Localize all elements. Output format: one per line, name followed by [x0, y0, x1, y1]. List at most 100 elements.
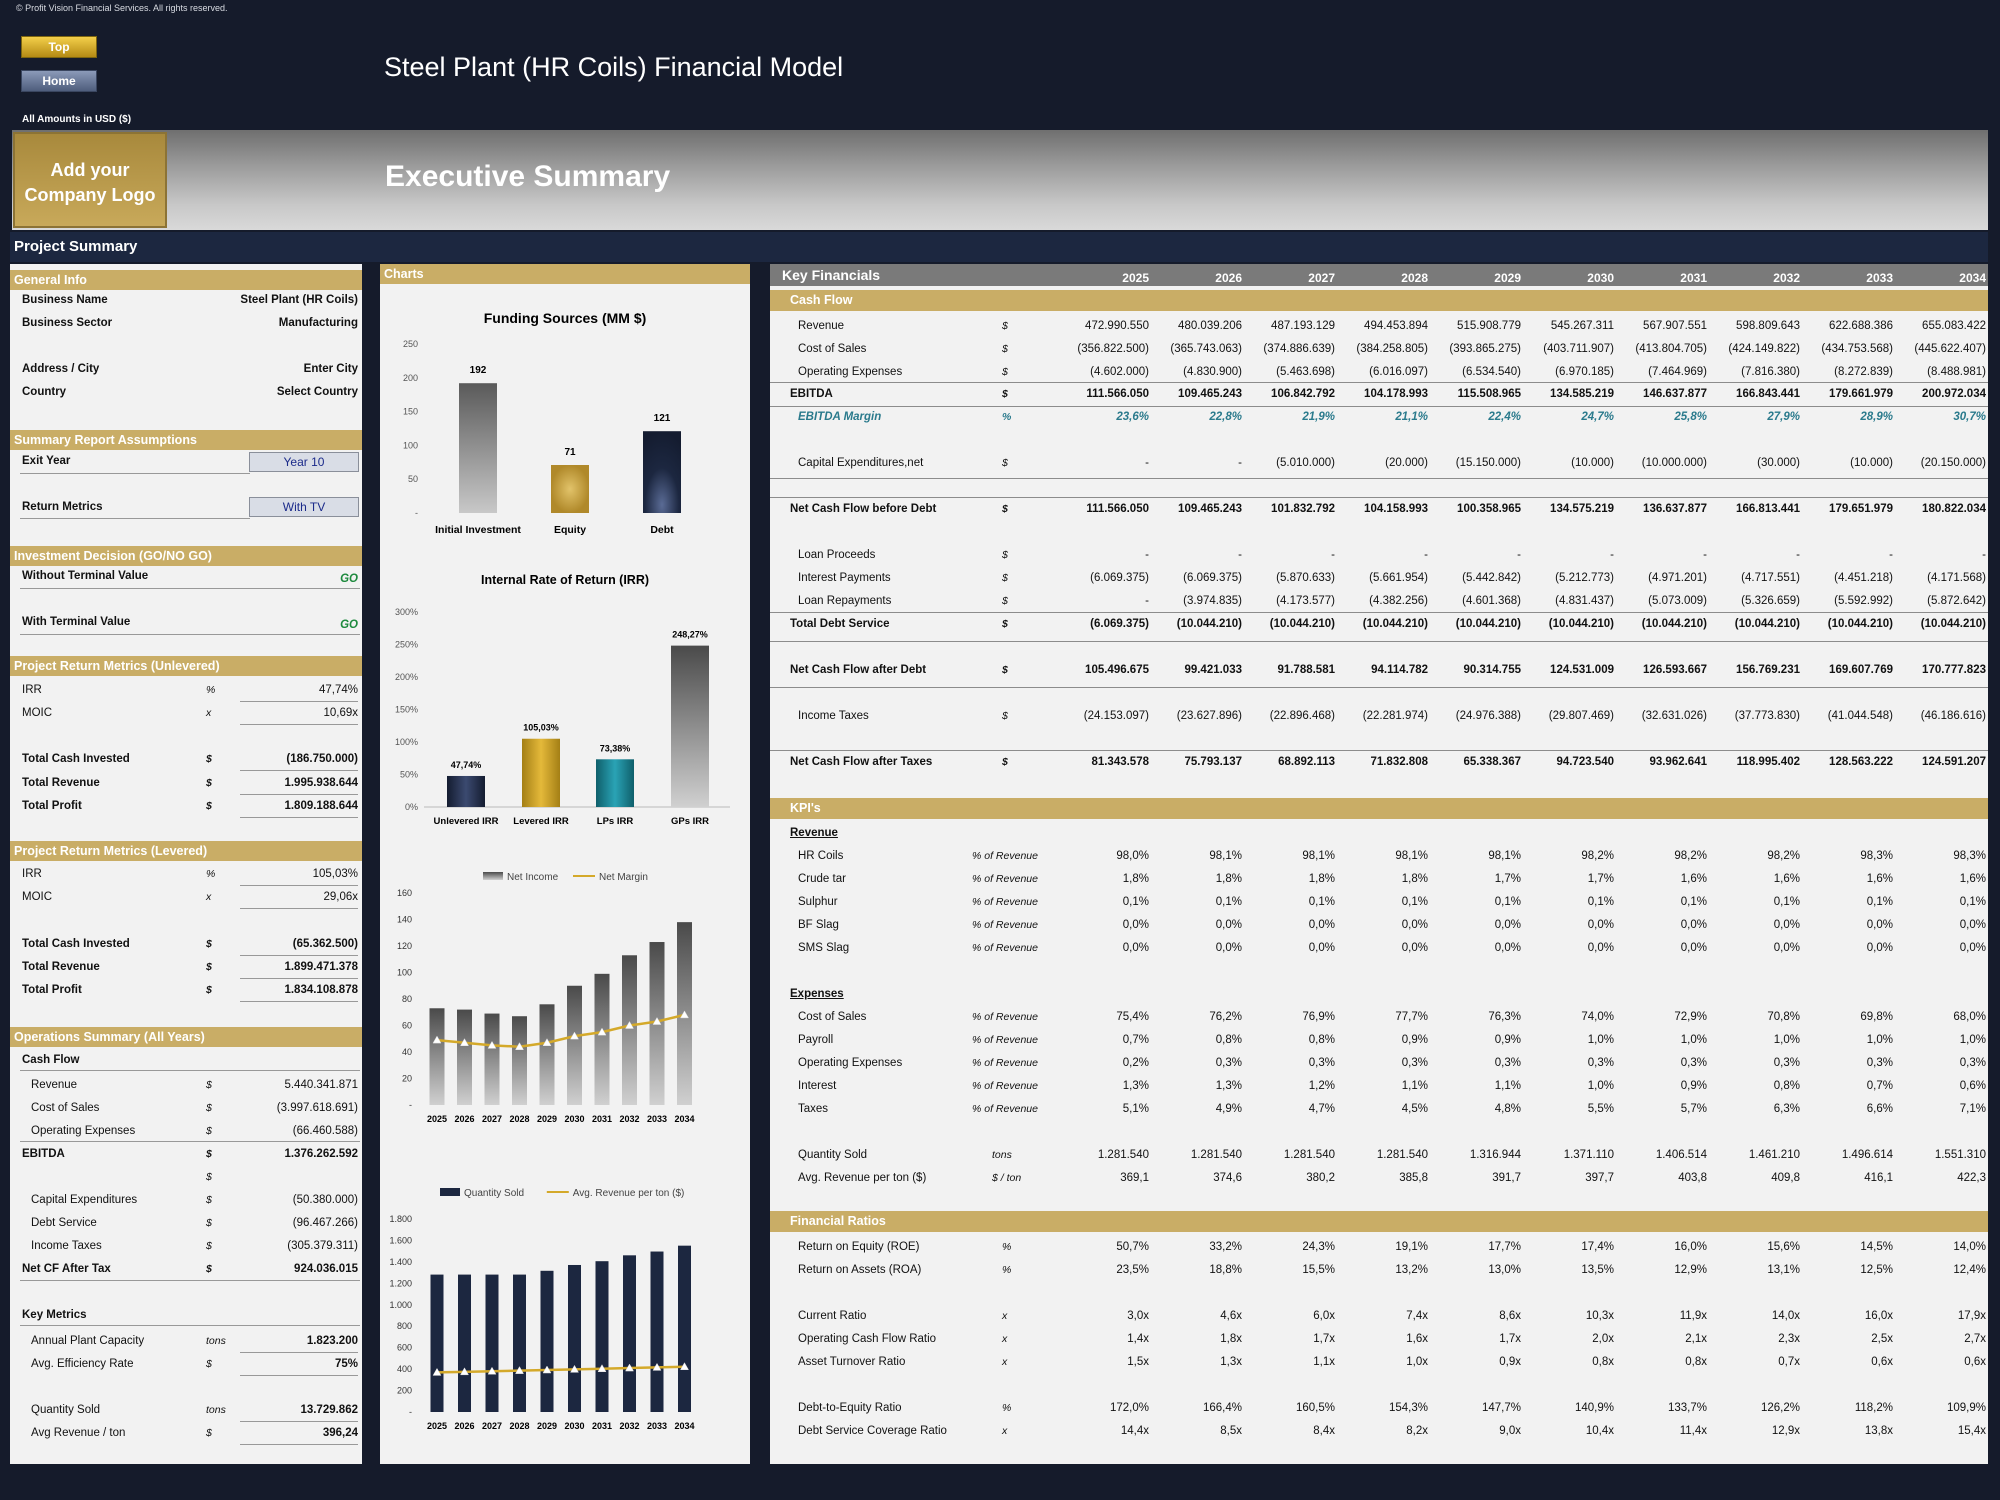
quantity-chart-line-marker — [597, 1364, 607, 1372]
cash-flow-row: Revenue $472.990.550 480.039.206 487.193.12… — [770, 320, 1988, 338]
revenue-kpi-row-value: 0,1% — [1866, 896, 1893, 908]
cash-flow-row-label: Loan Proceeds — [798, 549, 876, 561]
row-divider — [770, 478, 1988, 479]
unlevered-metric-row-label: Total Revenue — [22, 777, 100, 789]
net-income-chart-bar — [512, 1016, 527, 1105]
expense-kpi-row-value: 7,1% — [1959, 1103, 1986, 1115]
cash-flow-row-value: 118.995.402 — [1736, 756, 1800, 768]
operations-row-unit: $ — [206, 1125, 212, 1137]
expense-kpi-row: Cost of Sales % of Revenue 75,4% 76,2% 76,9%… — [770, 1011, 1988, 1029]
revenue-kpi-row: HR Coils % of Revenue 98,0% 98,1% 98,1% 98,1%… — [770, 850, 1988, 868]
volume-kpi-row-value: 409,8 — [1771, 1172, 1800, 1184]
quantity-chart-line-marker — [625, 1363, 634, 1372]
revenue-kpi-row-value: 1,7% — [1587, 873, 1614, 885]
volume-kpi-row-label: Avg. Revenue per ton ($) — [798, 1172, 927, 1184]
expense-kpi-row-unit: % of Revenue — [972, 1103, 1038, 1115]
ratio-row-value: 18,8% — [1209, 1264, 1242, 1276]
levered-metric-row-label: Total Cash Invested — [22, 938, 130, 950]
expense-kpi-row-label: Cost of Sales — [798, 1011, 867, 1023]
quantity-chart-bar — [650, 1251, 664, 1412]
ratio-row-value: 50,7% — [1116, 1241, 1149, 1253]
revenue-kpi-row-value: 98,1% — [1302, 850, 1335, 862]
revenue-kpi-row-value: 0,1% — [1308, 896, 1335, 908]
logo-text-line1: Add your — [50, 160, 130, 180]
cash-flow-row: Operating Expenses $ (4.602.000) (4.830.900… — [770, 366, 1988, 384]
return-metrics-label: Return Metrics — [22, 501, 103, 513]
expense-kpi-row-value: 0,9% — [1401, 1034, 1428, 1046]
revenue-kpi-row-value: 98,1% — [1488, 850, 1521, 862]
net-income-chart-bar — [567, 985, 582, 1105]
unlevered-metric-row-unit: $ — [206, 753, 212, 765]
cash-flow-row: Total Debt Service $ (6.069.375) (10.044.21… — [770, 618, 1988, 636]
cash-flow-row-unit: $ — [1002, 710, 1008, 722]
top-button[interactable]: Top — [21, 36, 97, 58]
revenue-kpi-row-value: 1,6% — [1773, 873, 1800, 885]
ratio-row-value: 33,2% — [1209, 1241, 1242, 1253]
row-divider — [240, 908, 358, 909]
cash-flow-row-value: (24.153.097) — [1083, 710, 1149, 722]
irr-y-tick: 250% — [395, 640, 418, 650]
quantity-chart-bar — [430, 1274, 444, 1412]
net-income-chart-bar — [539, 1004, 555, 1105]
ratio-row-value: 7,4x — [1406, 1310, 1428, 1322]
ratio-row: Debt Service Coverage Ratio x 14,4x 8,5x 8,4… — [770, 1425, 1988, 1443]
volume-kpi-row-value: 416,1 — [1864, 1172, 1893, 1184]
expense-kpi-row-value: 69,8% — [1860, 1011, 1893, 1023]
currency-label: All Amounts in USD ($) — [22, 114, 132, 125]
irr-bar-value: 73,38% — [600, 743, 631, 753]
net-income-chart-y-tick: 160 — [397, 888, 412, 898]
cash-flow-row-value: (5.442.842) — [1462, 572, 1521, 584]
quantity-chart-line-marker — [432, 1367, 442, 1376]
key-metric-row-label: Quantity Sold — [31, 1404, 101, 1416]
quantity-chart-bar — [458, 1274, 471, 1412]
company-logo-placeholder[interactable]: Add your Company Logo — [13, 132, 167, 228]
cash-flow-row: Income Taxes $ (24.153.097) (23.627.896) (22… — [770, 710, 1988, 728]
cash-flow-row-unit: $ — [1002, 343, 1008, 355]
year-column-header: 2026 — [1215, 271, 1242, 285]
expense-kpi-row-label: Interest — [798, 1080, 837, 1092]
levered-metric-row: Total Revenue $1.899.471.378 — [22, 961, 358, 977]
expense-kpi-row-value: 1,0% — [1680, 1034, 1707, 1046]
kpis-header: KPI's — [770, 798, 1988, 819]
expense-kpi-row-value: 4,5% — [1401, 1103, 1428, 1115]
cash-flow-row-value: (6.016.097) — [1369, 366, 1428, 378]
expense-kpi-row-value: 4,8% — [1494, 1103, 1521, 1115]
operations-row-unit: $ — [206, 1194, 212, 1206]
funding-bar-value: 71 — [564, 447, 576, 458]
year-column-header: 2030 — [1587, 271, 1614, 285]
operations-row-label: Debt Service — [31, 1217, 97, 1229]
cash-flow-row-label: Net Cash Flow after Taxes — [790, 756, 933, 768]
operations-row: Debt Service $ (96.467.266) — [31, 1217, 358, 1233]
row-divider — [770, 750, 1988, 751]
quantity-chart-bar — [568, 1264, 581, 1412]
unlevered-metric-row-value: (186.750.000) — [286, 753, 358, 765]
header-banner — [12, 130, 1988, 230]
row-divider — [770, 687, 1988, 688]
cash-flow-row-value: 200.972.034 — [1922, 388, 1986, 400]
funding-y-tick: 200 — [403, 373, 418, 383]
levered-metric-row-unit: x — [206, 891, 212, 903]
home-button[interactable]: Home — [21, 70, 97, 92]
levered-metric-row-value: 1.834.108.878 — [284, 984, 358, 996]
with-tv-decision: GO — [340, 619, 358, 631]
row-divider — [770, 382, 1988, 383]
expense-kpi-row-value: 0,3% — [1959, 1057, 1986, 1069]
model-title: Steel Plant (HR Coils) Financial Model — [384, 52, 844, 82]
revenue-kpi-row-value: 0,0% — [1587, 942, 1614, 954]
unlevered-metric-row-unit: x — [206, 707, 212, 719]
quantity-chart-y-tick: 200 — [397, 1386, 412, 1396]
volume-kpi-row-value: 1.281.540 — [1376, 1149, 1428, 1161]
return-metrics-select[interactable]: With TV — [249, 497, 359, 517]
cash-flow-row-value: (5.592.992) — [1834, 595, 1893, 607]
ratio-row-value: 140,9% — [1574, 1402, 1614, 1414]
revenue-kpi-row-value: 98,3% — [1860, 850, 1893, 862]
quantity-chart-x-tick: 2032 — [619, 1421, 639, 1431]
year-column-header: 2025 — [1122, 271, 1149, 285]
row-divider — [240, 1444, 358, 1445]
irr-y-tick: 300% — [395, 607, 418, 617]
exit-year-select[interactable]: Year 10 — [249, 452, 359, 472]
without-tv-row: Without Terminal Value GO — [22, 570, 358, 586]
cash-flow-row-value: 75.793.137 — [1184, 756, 1242, 768]
net-income-chart-y-tick: 80 — [402, 994, 412, 1004]
ratio-row-value: 147,7% — [1481, 1402, 1521, 1414]
